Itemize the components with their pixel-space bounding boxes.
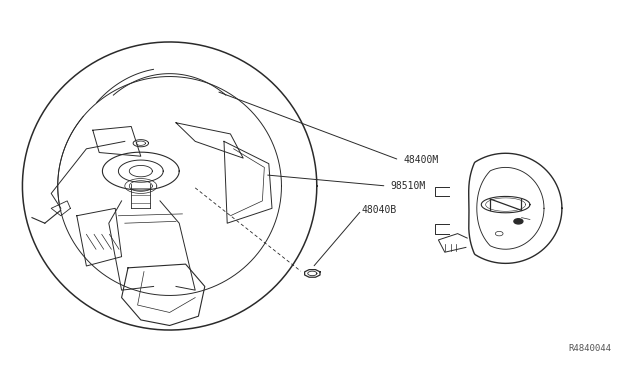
Text: 48040B: 48040B	[362, 205, 397, 215]
Text: R4840044: R4840044	[568, 344, 611, 353]
Circle shape	[514, 219, 523, 224]
Text: 48400M: 48400M	[403, 155, 438, 165]
Text: 98510M: 98510M	[390, 181, 426, 191]
